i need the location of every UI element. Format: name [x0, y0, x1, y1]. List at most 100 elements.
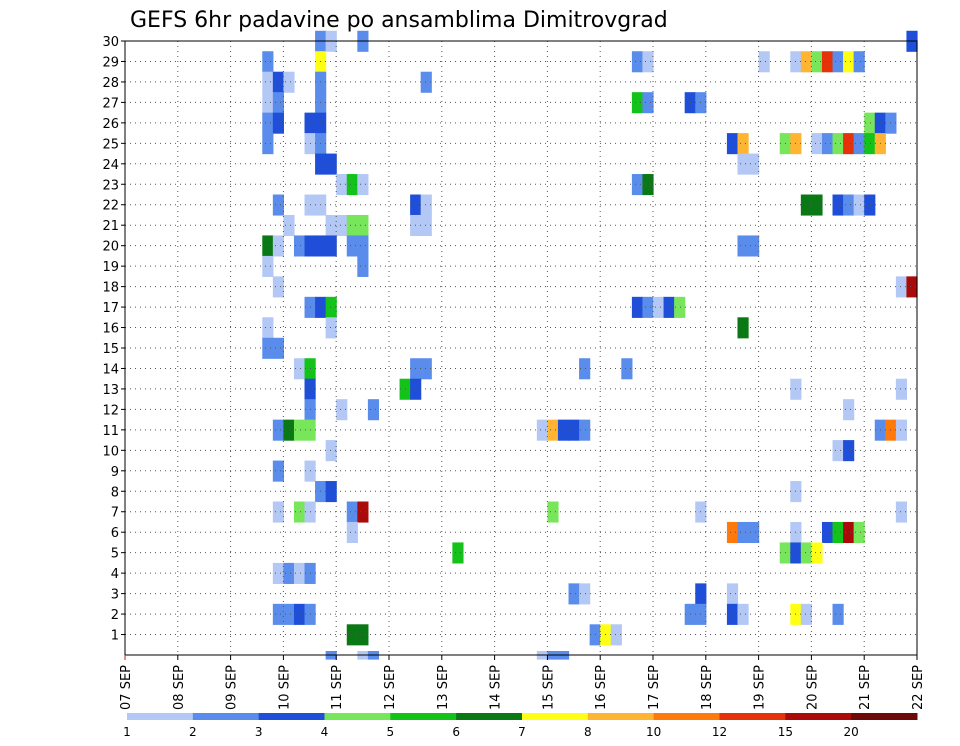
y-tick-label: 26 — [102, 117, 119, 132]
heatmap-cell — [272, 419, 284, 441]
heatmap-cell — [832, 133, 844, 155]
heatmap-cell — [293, 419, 306, 441]
y-tick-label: 29 — [102, 55, 119, 70]
heatmap-cell — [272, 235, 284, 257]
y-tick-label: 14 — [102, 362, 119, 377]
heatmap-cell — [642, 51, 654, 73]
heatmap-cell — [293, 501, 306, 523]
heatmap-cell — [726, 583, 739, 605]
y-tick-label: 1 — [111, 629, 119, 644]
y-tick-label: 23 — [102, 178, 119, 193]
heatmap-cell — [283, 214, 295, 237]
heatmap-cell — [800, 194, 812, 216]
y-tick-label: 20 — [102, 240, 119, 255]
heatmap-cell — [758, 51, 770, 73]
heatmap-cell — [737, 317, 749, 339]
y-tick-label: 28 — [102, 76, 119, 91]
heatmap-cell — [272, 501, 284, 523]
heatmap-cell — [346, 624, 358, 646]
heatmap-cell — [325, 214, 337, 237]
heatmap-cell — [843, 194, 855, 216]
heatmap-cell — [800, 603, 812, 625]
heatmap-cell — [621, 358, 633, 380]
colorbar: 1 2 3 4 5 6 7 8 10 12 15 20 — [123, 713, 918, 739]
y-tick-label: 21 — [102, 219, 119, 234]
heatmap-cell — [272, 337, 284, 359]
colorbar-swatch — [785, 713, 852, 720]
heatmap-cell — [821, 133, 834, 155]
heatmap-cell — [346, 174, 358, 196]
heatmap-cell — [325, 153, 337, 175]
heatmap-cell — [748, 521, 760, 544]
x-tick-label: 11 SEP — [330, 665, 345, 710]
heatmap-cell — [283, 419, 295, 441]
heatmap-cell — [737, 235, 749, 257]
colorbar-label: 7 — [518, 725, 526, 739]
y-tick-label: 18 — [102, 281, 119, 296]
heatmap-cell — [663, 296, 675, 318]
heatmap-cell — [262, 337, 274, 359]
y-tick-label: 17 — [102, 301, 119, 316]
heatmap-cell — [821, 521, 834, 544]
heatmap-cell — [272, 562, 284, 584]
heatmap-cell — [325, 296, 337, 318]
colorbar-swatch — [456, 713, 523, 720]
y-tick-label: 11 — [102, 424, 119, 439]
heatmap-cell — [568, 583, 580, 605]
y-tick-label: 25 — [102, 137, 119, 152]
colorbar-label: 8 — [584, 725, 592, 739]
heatmap-cell — [610, 624, 622, 646]
heatmap-cell — [737, 133, 749, 155]
y-tick-label: 10 — [102, 444, 119, 459]
heatmap-cell — [674, 296, 686, 318]
heatmap-cell — [262, 133, 274, 155]
heatmap-cell — [895, 276, 908, 298]
colorbar-label: 3 — [255, 725, 263, 739]
colorbar-label: 1 — [123, 725, 131, 739]
heatmap-cell — [346, 501, 358, 523]
heatmap-cell — [895, 378, 908, 400]
y-tick-label: 8 — [111, 485, 119, 500]
colorbar-label: 6 — [452, 725, 460, 739]
colorbar-swatch — [258, 713, 325, 720]
heatmap-cell — [272, 92, 284, 114]
heatmap-cell — [357, 214, 369, 237]
heatmap-cell — [547, 419, 559, 441]
colorbar-label: 5 — [387, 725, 395, 739]
heatmap-cell — [420, 71, 432, 93]
heatmap-cell — [832, 603, 844, 625]
heatmap-cell — [653, 296, 665, 318]
x-tick-label: 08 SEP — [172, 665, 187, 710]
colorbar-label: 15 — [778, 725, 793, 739]
heatmap-cell — [748, 153, 760, 175]
y-tick-label: 9 — [111, 465, 119, 480]
y-axis: 1234567891011121314151617181920212223242… — [102, 35, 125, 644]
colorbar-swatch — [324, 713, 391, 720]
heatmap-cell — [631, 174, 644, 196]
y-tick-label: 3 — [111, 588, 119, 603]
x-tick-label: 22 SEP — [911, 665, 926, 710]
heatmap-cell — [420, 194, 432, 216]
heatmap-cell — [420, 214, 432, 237]
heatmap-cell — [811, 51, 823, 73]
heatmap-cell — [800, 51, 812, 73]
y-tick-label: 16 — [102, 322, 119, 337]
heatmap-cell — [420, 358, 432, 380]
cells-layer — [262, 30, 918, 660]
heatmap-cell — [642, 296, 654, 318]
y-tick-label: 24 — [102, 158, 119, 173]
heatmap-cell — [262, 92, 274, 114]
heatmap-cell — [748, 235, 760, 257]
heatmap-cell — [293, 562, 306, 584]
colorbar-swatch — [587, 713, 655, 720]
y-tick-label: 19 — [102, 260, 119, 275]
heatmap-cell — [864, 112, 876, 134]
x-tick-label: 14 SEP — [489, 665, 504, 710]
colorbar-swatch — [522, 713, 589, 720]
heatmap-cell — [272, 112, 284, 134]
heatmap-cell — [262, 51, 274, 73]
x-tick-label: 21 SEP — [858, 665, 873, 710]
y-tick-label: 13 — [102, 383, 119, 398]
